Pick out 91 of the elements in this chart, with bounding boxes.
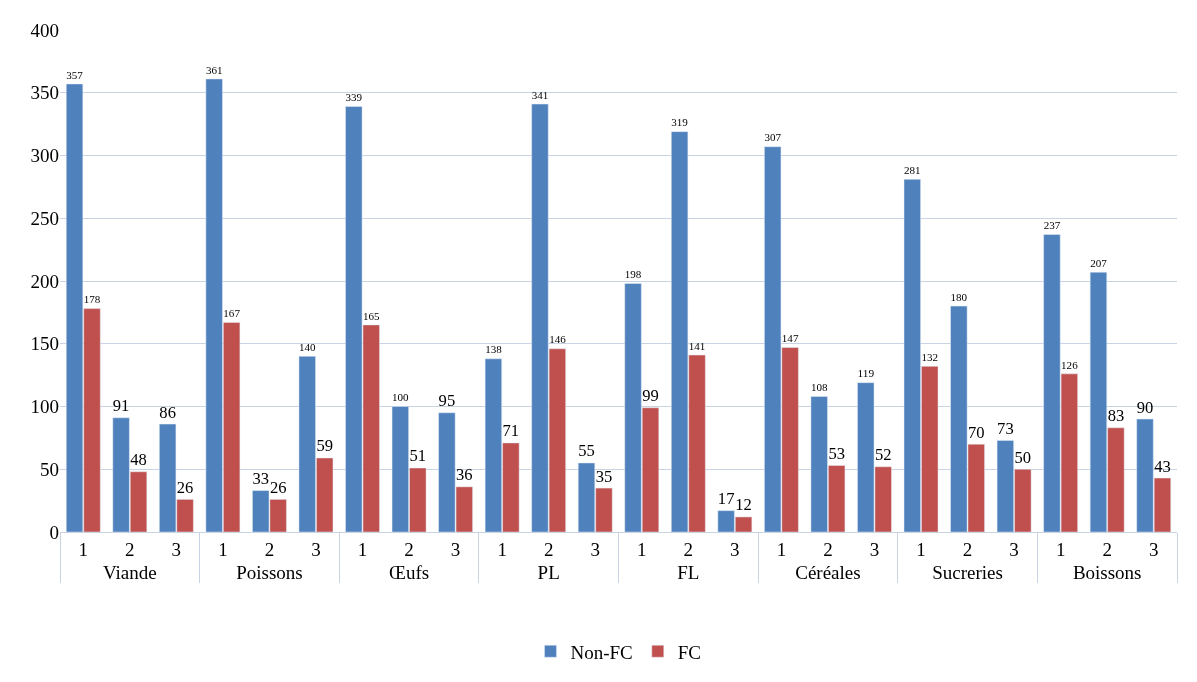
y-tick-label: 50 [40, 458, 59, 480]
data-label: 165 [362, 309, 381, 322]
y-tick-label: 0 [49, 521, 59, 543]
data-label: 86 [159, 402, 176, 422]
y-tick-label: 400 [30, 19, 59, 41]
x-tick-label: 1 [78, 538, 89, 560]
data-label: 146 [549, 333, 567, 346]
text: Viande [102, 561, 157, 583]
data-label: 207 [1090, 256, 1108, 269]
data-label: 99 [642, 386, 659, 406]
data-label: 132 [921, 351, 939, 364]
text: PL [537, 561, 560, 583]
data-label: 73 [997, 418, 1014, 438]
x-tick-label: 1 [218, 538, 228, 560]
x-tick-label: 2 [543, 538, 554, 560]
data-label: 339 [345, 91, 363, 104]
data-label: 95 [438, 391, 456, 411]
x-tick-label: 3 [311, 538, 321, 560]
data-label: 319 [671, 116, 689, 129]
data-label: 70 [968, 422, 985, 442]
x-tick-label: 2 [264, 538, 275, 560]
data-label: 26 [269, 477, 287, 497]
x-tick-label: 1 [1055, 538, 1066, 560]
x-tick-label: 1 [637, 538, 647, 560]
x-tick-label: 1 [776, 538, 787, 560]
data-label: 71 [502, 421, 520, 441]
y-tick-label: 300 [30, 145, 59, 167]
y-tick-label: 150 [30, 333, 59, 355]
data-label: 281 [904, 164, 921, 177]
data-label: 341 [531, 88, 549, 101]
text: Œufs [389, 561, 430, 583]
y-tick-label: 100 [30, 396, 59, 418]
x-tick-label: 3 [1009, 538, 1019, 560]
data-label: 361 [205, 63, 223, 76]
data-label: 180 [950, 290, 968, 303]
data-label: 51 [409, 446, 427, 466]
x-tick-label: 3 [450, 538, 461, 560]
text: Céréales [795, 561, 861, 583]
text: Poissons [236, 561, 303, 583]
data-label: 147 [781, 332, 799, 345]
data-label: 90 [1136, 397, 1154, 417]
data-label: 50 [1014, 447, 1032, 467]
data-label: 108 [810, 381, 828, 394]
x-tick-label: 1 [497, 538, 507, 560]
data-label: 36 [456, 465, 473, 485]
x-tick-label: 2 [1102, 538, 1112, 560]
data-label: 178 [83, 293, 101, 306]
x-tick-label: 3 [590, 538, 600, 560]
data-label: 141 [688, 339, 706, 352]
data-label: 17 [717, 489, 735, 509]
data-label: 167 [223, 307, 241, 320]
data-label: 91 [112, 396, 130, 416]
data-label: 53 [828, 443, 845, 463]
data-label: 83 [1107, 406, 1125, 426]
data-label: 237 [1043, 219, 1061, 232]
data-label: 52 [874, 445, 892, 465]
x-tick-label: 2 [823, 538, 833, 560]
data-label: 357 [66, 68, 84, 81]
x-tick-label: 2 [683, 538, 694, 560]
data-label: 126 [1061, 358, 1079, 371]
x-tick-label: 2 [962, 538, 973, 560]
data-label: 12 [735, 495, 752, 515]
data-label: 198 [624, 268, 642, 281]
x-tick-label: 2 [404, 538, 414, 560]
x-tick-label: 1 [916, 538, 926, 560]
x-tick-label: 1 [357, 538, 368, 560]
data-label: 35 [595, 466, 613, 486]
legend-label: Non-FC [570, 641, 633, 663]
legend-label: FC [677, 641, 702, 663]
x-tick-label: 3 [869, 538, 880, 560]
y-tick-label: 350 [30, 82, 59, 104]
y-tick-label: 250 [30, 207, 59, 229]
text: Boissons [1072, 561, 1142, 583]
data-label: 26 [176, 477, 194, 497]
text: FL [677, 561, 700, 583]
data-label: 59 [316, 436, 333, 456]
y-tick-label: 200 [30, 270, 59, 292]
text: Sucreries [932, 561, 1003, 583]
data-label: 43 [1154, 456, 1171, 476]
data-label: 307 [764, 131, 782, 144]
x-tick-label: 3 [1148, 538, 1159, 560]
x-tick-label: 3 [730, 538, 740, 560]
data-label: 48 [130, 450, 147, 470]
x-tick-label: 2 [125, 538, 135, 560]
data-label: 100 [392, 391, 410, 404]
data-label: 55 [578, 441, 595, 461]
data-label: 138 [485, 343, 503, 356]
data-label: 119 [857, 367, 875, 380]
x-tick-label: 3 [171, 538, 182, 560]
data-label: 33 [252, 469, 269, 489]
data-label: 140 [298, 340, 317, 353]
